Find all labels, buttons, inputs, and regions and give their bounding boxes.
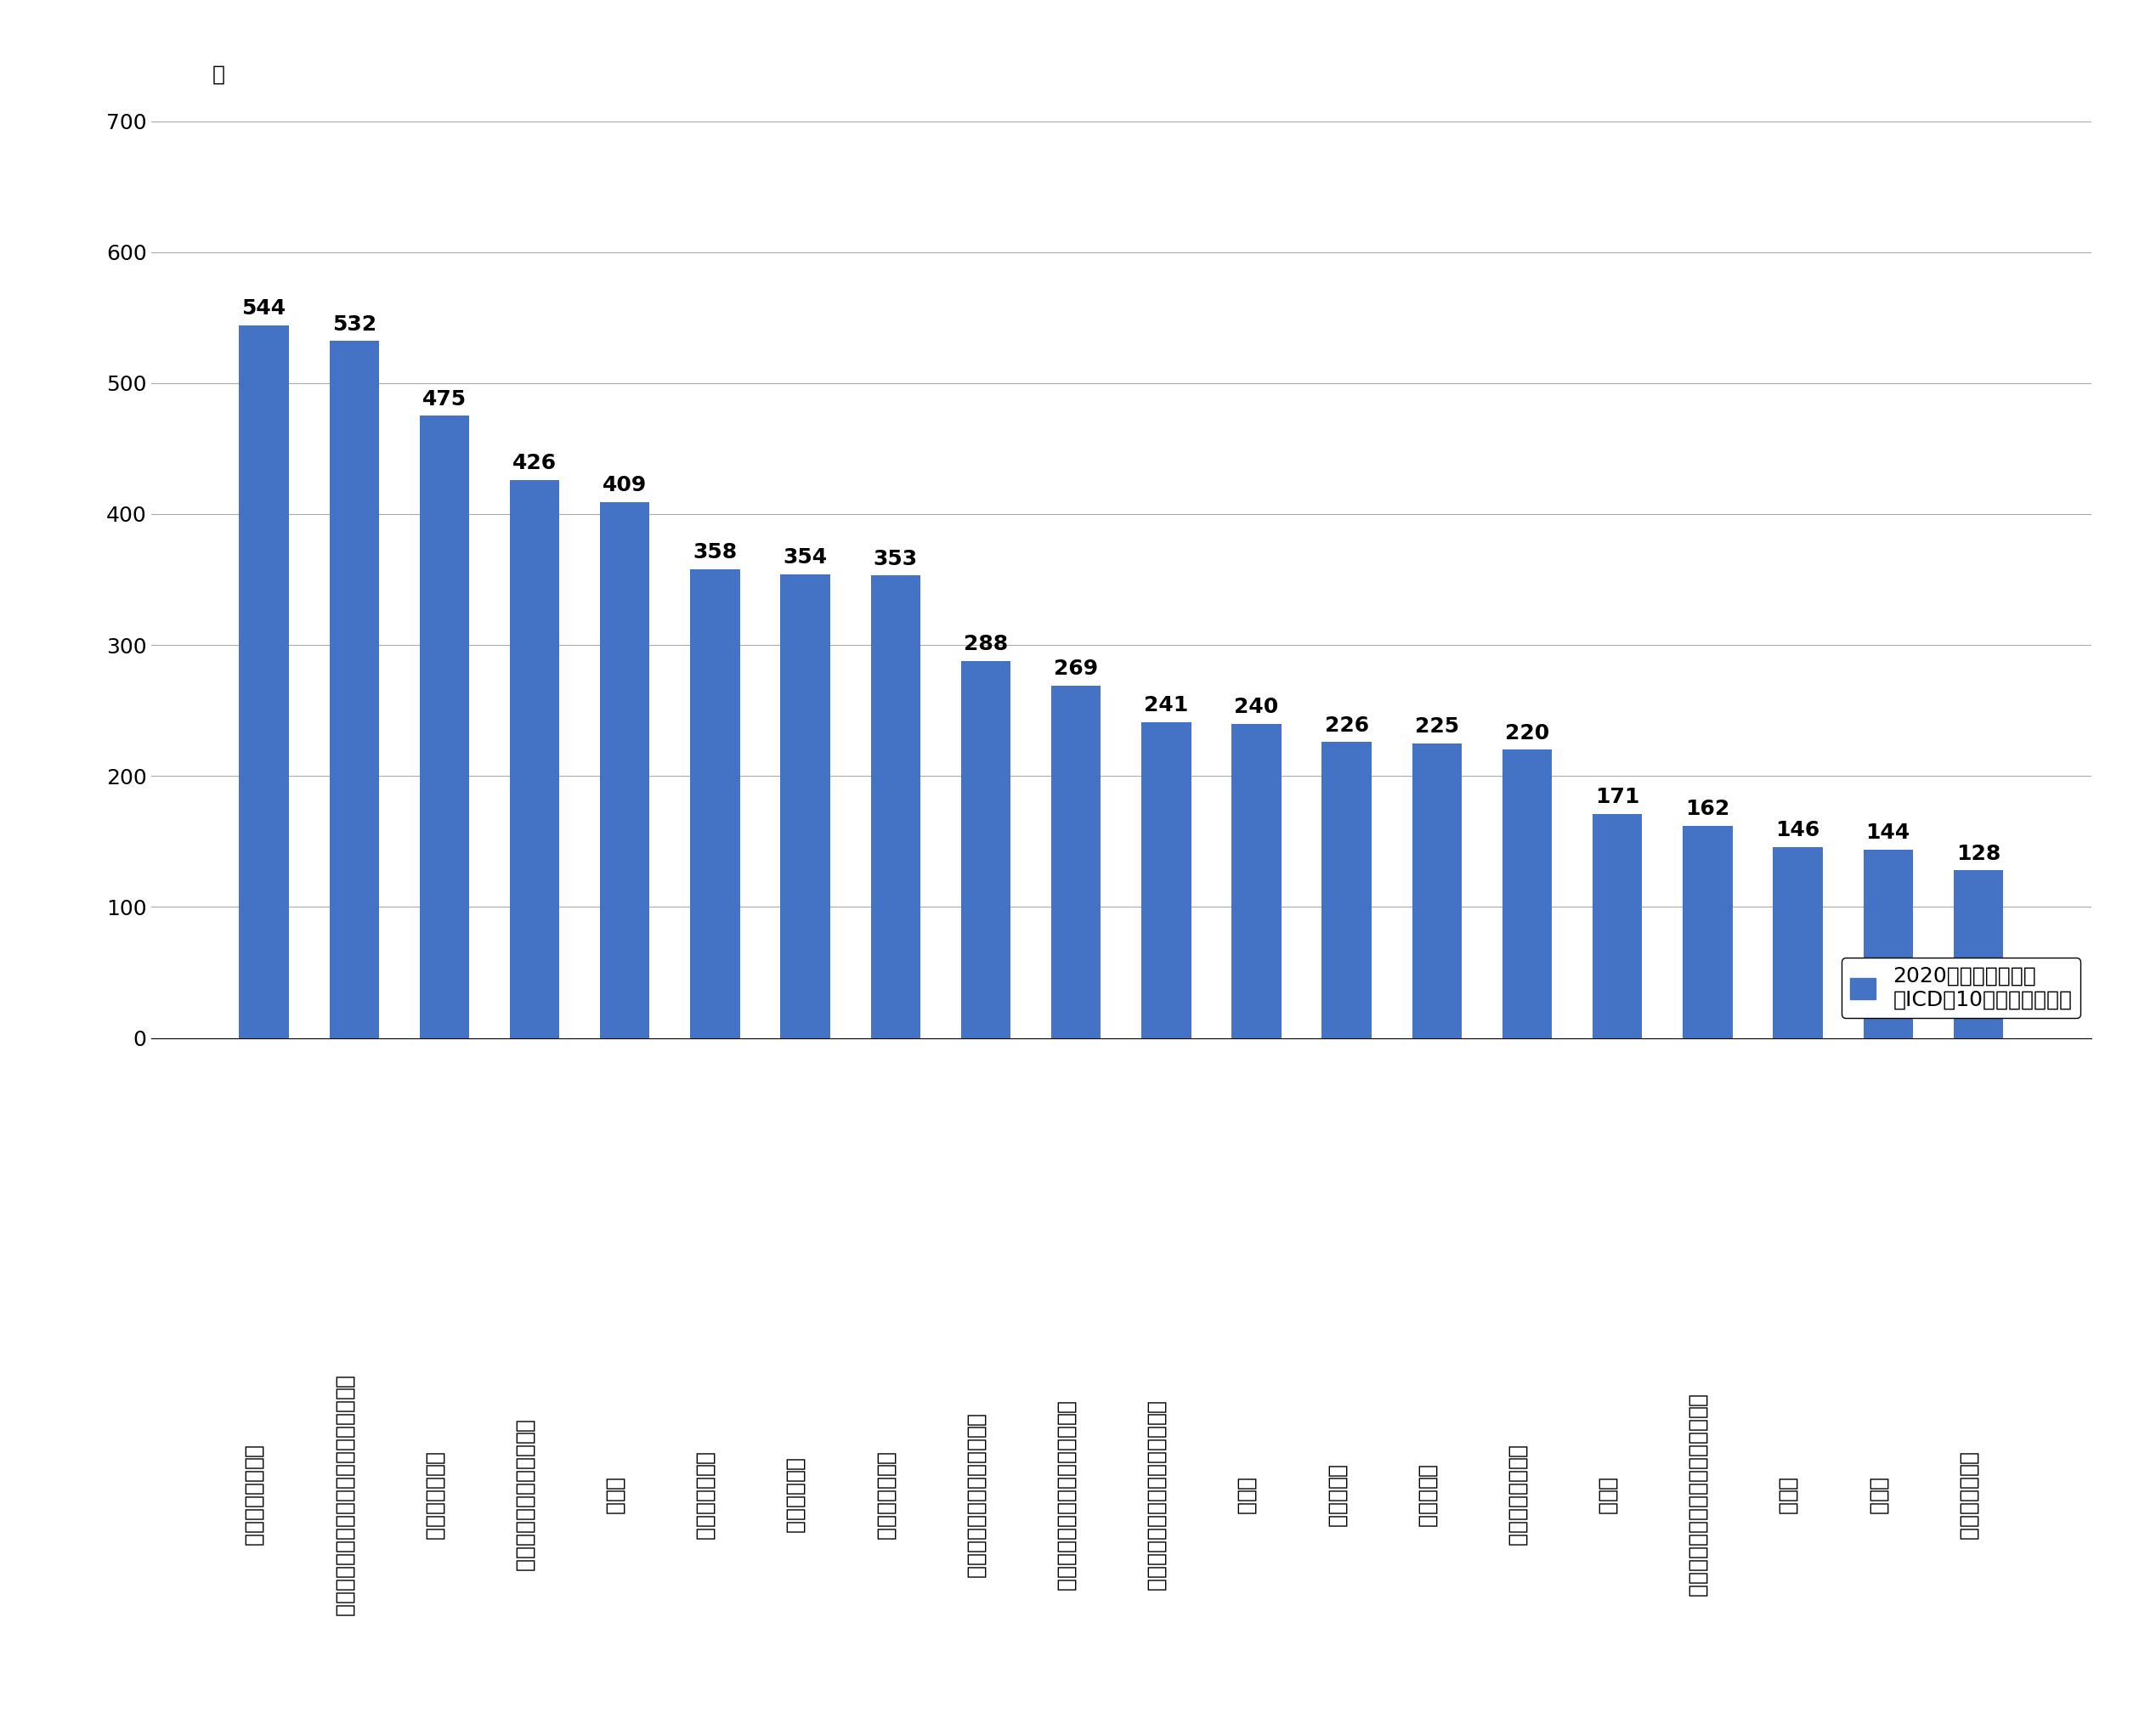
- Text: 220: 220: [1505, 723, 1550, 744]
- Legend: 2020年度延べ患者数
（ICD－10分類に準ずる）: 2020年度延べ患者数 （ICD－10分類に準ずる）: [1841, 957, 2081, 1019]
- Text: 475: 475: [423, 389, 466, 410]
- Text: 有害作用、他に分類されないもの: 有害作用、他に分類されないもの: [1056, 1401, 1076, 1592]
- Bar: [780, 574, 830, 1038]
- Text: 人: 人: [213, 64, 224, 85]
- Bar: [871, 576, 921, 1038]
- Bar: [509, 479, 558, 1038]
- Text: 乳房の悪性新生物: 乳房の悪性新生物: [1507, 1446, 1526, 1547]
- Text: 358: 358: [692, 541, 737, 562]
- Text: 544: 544: [241, 299, 287, 318]
- Text: 大腿骨骨折: 大腿骨骨折: [1326, 1465, 1348, 1528]
- Bar: [962, 661, 1011, 1038]
- Text: 409: 409: [604, 476, 647, 497]
- Bar: [239, 325, 289, 1038]
- Text: 288: 288: [964, 633, 1007, 654]
- Text: 146: 146: [1777, 820, 1820, 841]
- Text: 353: 353: [873, 548, 918, 569]
- Text: 240: 240: [1233, 697, 1279, 718]
- Bar: [1953, 870, 2003, 1038]
- Bar: [1503, 749, 1552, 1038]
- Bar: [1322, 742, 1371, 1038]
- Text: 354: 354: [783, 547, 828, 567]
- Text: 胆石症、胆嚢炎: 胆石症、胆嚢炎: [425, 1451, 444, 1541]
- Bar: [1772, 846, 1822, 1038]
- Bar: [330, 341, 379, 1038]
- Bar: [1863, 849, 1912, 1038]
- Text: 気管支及び肺の悪性新生物: 気管支及び肺の悪性新生物: [515, 1420, 535, 1573]
- Bar: [1593, 815, 1643, 1038]
- Text: 241: 241: [1145, 695, 1188, 716]
- Text: 226: 226: [1324, 714, 1369, 735]
- Bar: [1052, 685, 1102, 1038]
- Text: 脳梗塞: 脳梗塞: [1867, 1477, 1889, 1515]
- Text: 老人性白内障: 老人性白内障: [785, 1458, 806, 1535]
- Bar: [1684, 825, 1733, 1038]
- Bar: [1141, 723, 1190, 1038]
- Text: 162: 162: [1686, 799, 1729, 820]
- Text: 腎不全: 腎不全: [1598, 1477, 1617, 1515]
- Text: 四肢の骨折（大腿骨骨折を除く）: 四肢の骨折（大腿骨骨折を除く）: [1145, 1401, 1166, 1592]
- Text: 269: 269: [1054, 659, 1097, 680]
- Bar: [599, 502, 649, 1038]
- Text: 532: 532: [332, 315, 377, 334]
- Bar: [690, 569, 740, 1038]
- Text: 171: 171: [1595, 787, 1641, 808]
- Text: 細菌性肺炎、他に分類されないもの: 細菌性肺炎、他に分類されないもの: [1688, 1394, 1708, 1599]
- Text: 腸の憩室性疾患: 腸の憩室性疾患: [1958, 1451, 1979, 1541]
- Text: 糖尿病: 糖尿病: [1235, 1477, 1257, 1515]
- Bar: [1231, 723, 1281, 1038]
- Bar: [420, 415, 470, 1038]
- Text: 胃の悪性新生物: 胃の悪性新生物: [875, 1451, 895, 1541]
- Bar: [1412, 744, 1462, 1038]
- Text: 誤嚥性肺炎: 誤嚥性肺炎: [1416, 1465, 1436, 1528]
- Text: 426: 426: [513, 453, 556, 474]
- Text: 肝及び肝内胆管の悪性新生物: 肝及び肝内胆管の悪性新生物: [966, 1413, 985, 1579]
- Text: 結腸、直腸、肛門及び肛門管の良性新生物: 結腸、直腸、肛門及び肛門管の良性新生物: [334, 1375, 354, 1618]
- Text: 大腸の悪性新生物: 大腸の悪性新生物: [244, 1446, 263, 1547]
- Text: 膵の悪性新生物: 膵の悪性新生物: [694, 1451, 716, 1541]
- Text: 心不全: 心不全: [1777, 1477, 1798, 1515]
- Text: 緑内障: 緑内障: [604, 1477, 625, 1515]
- Text: 225: 225: [1414, 716, 1460, 737]
- Text: 128: 128: [1955, 844, 2001, 863]
- Text: 144: 144: [1865, 822, 1910, 843]
